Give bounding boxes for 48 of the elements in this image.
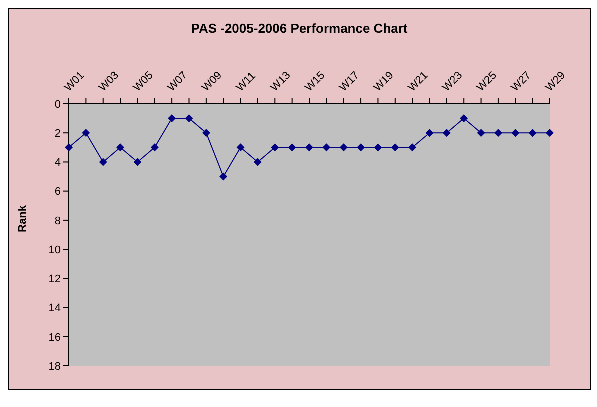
x-tick-label: W13 (268, 70, 294, 94)
point (99, 158, 108, 166)
point (82, 129, 90, 138)
y-tick-label: 12 (48, 274, 61, 286)
y-tick-label: 2 (54, 128, 61, 140)
x-tick-label: W21 (406, 70, 431, 94)
point (442, 129, 451, 138)
point (306, 144, 314, 152)
y-tick-label: 18 (48, 360, 61, 373)
x-tick-label: W11 (234, 70, 258, 94)
y-tick-label: 6 (54, 186, 61, 198)
point (374, 144, 382, 152)
x-tick-label: W01 (62, 70, 88, 94)
point (271, 144, 280, 152)
point (408, 144, 417, 152)
x-tick-label: W29 (544, 70, 568, 94)
y-tick-label: 0 (54, 98, 61, 111)
y-tick-label: 16 (48, 332, 61, 344)
y-tick-label: 10 (48, 244, 61, 256)
y-tick-label: 4 (54, 157, 61, 170)
point (168, 114, 176, 123)
point (426, 129, 434, 138)
point (254, 158, 262, 166)
point (340, 144, 348, 152)
point (150, 144, 159, 152)
point (460, 114, 468, 123)
point (391, 144, 400, 152)
point (202, 129, 210, 138)
point (494, 129, 502, 138)
point (357, 144, 366, 152)
point (220, 172, 228, 181)
point (477, 129, 486, 138)
point (134, 158, 142, 166)
point (288, 144, 296, 152)
point (116, 144, 125, 152)
point (528, 129, 537, 138)
point (546, 129, 554, 138)
chart-title: PAS -2005-2006 Performance Chart (190, 21, 409, 36)
y-tick-label: 14 (48, 302, 61, 315)
x-tick-label: W19 (372, 70, 396, 94)
point (185, 114, 194, 123)
point (65, 144, 73, 152)
x-tick-label: W09 (200, 70, 225, 94)
point (512, 129, 520, 138)
y-axis-title: Rank (17, 206, 29, 232)
y-tick-label: 8 (54, 215, 61, 228)
point (322, 144, 331, 152)
point (236, 144, 245, 152)
